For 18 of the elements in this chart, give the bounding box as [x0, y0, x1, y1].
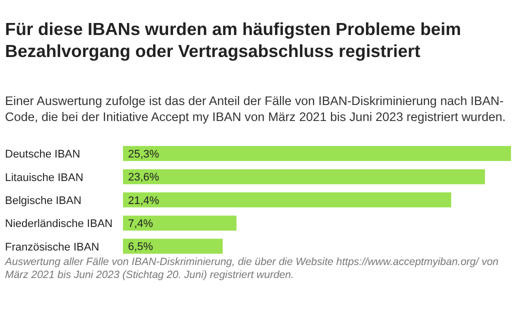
y-tick-label: Belgische IBAN [5, 195, 82, 207]
data-label: 7,4% [128, 218, 154, 230]
y-tick-label: Niederländische IBAN [5, 218, 113, 230]
bar [123, 146, 511, 161]
y-tick-label: Französische IBAN [5, 241, 100, 254]
data-label: 21,4% [128, 194, 160, 207]
data-label: 6,5% [128, 241, 154, 254]
chart-subtitle: Einer Auswertung zufolge ist das der Anteil der Fälle von IBAN-Diskriminierung nach IBAN-Code, die bei der Initiative Accept my IBAN von März 2021 bis Juni 2023 registriert wurden. [5, 93, 507, 125]
bar [123, 192, 452, 208]
chart-title: Für diese IBANs wurden am häufigsten Probleme beim Bezahlvorgang oder Vertragsabschluss registriert [5, 18, 462, 62]
bar [123, 238, 223, 254]
bar [123, 216, 236, 231]
bar [123, 169, 485, 184]
annotation: Auswertung aller Fälle von IBAN-Diskriminierung, die über die Website https://www.acceptmyiban.org/ von März 2021 bis Juni 2023 (Stichtag 20. Juni) registriert wurden. [5, 256, 500, 282]
data-label: 23,6% [128, 172, 160, 184]
y-tick-label: Deutsche IBAN [5, 148, 80, 161]
y-tick-label: Litauische IBAN [5, 172, 84, 184]
data-label: 25,3% [128, 148, 160, 160]
